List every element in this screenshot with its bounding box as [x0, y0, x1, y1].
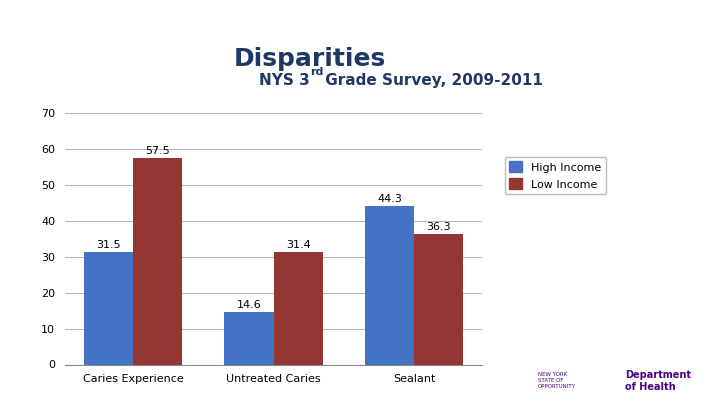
Text: November 24, 2020: November 24, 2020: [9, 12, 131, 22]
Text: 31.5: 31.5: [96, 240, 121, 250]
Text: Department
of Health: Department of Health: [625, 370, 691, 392]
Bar: [84, 252, 133, 364]
Text: Disparities: Disparities: [233, 47, 386, 71]
Bar: [365, 206, 414, 364]
Text: Grade Survey, 2009-2011: Grade Survey, 2009-2011: [320, 73, 544, 88]
Bar: [414, 234, 464, 364]
Text: 12: 12: [696, 12, 711, 22]
Text: NYS 3: NYS 3: [259, 73, 310, 88]
Legend: High Income, Low Income: High Income, Low Income: [505, 157, 606, 194]
Bar: [133, 158, 182, 364]
Text: 14.6: 14.6: [237, 301, 261, 310]
Text: 44.3: 44.3: [377, 194, 402, 204]
Text: 57.5: 57.5: [145, 147, 170, 156]
Text: 31.4: 31.4: [286, 240, 310, 250]
Bar: [274, 252, 323, 364]
Text: 36.3: 36.3: [426, 222, 451, 232]
Bar: [225, 312, 274, 364]
Text: NEW YORK
STATE OF
OPPORTUNITY: NEW YORK STATE OF OPPORTUNITY: [538, 373, 576, 389]
Text: rd: rd: [310, 67, 324, 77]
